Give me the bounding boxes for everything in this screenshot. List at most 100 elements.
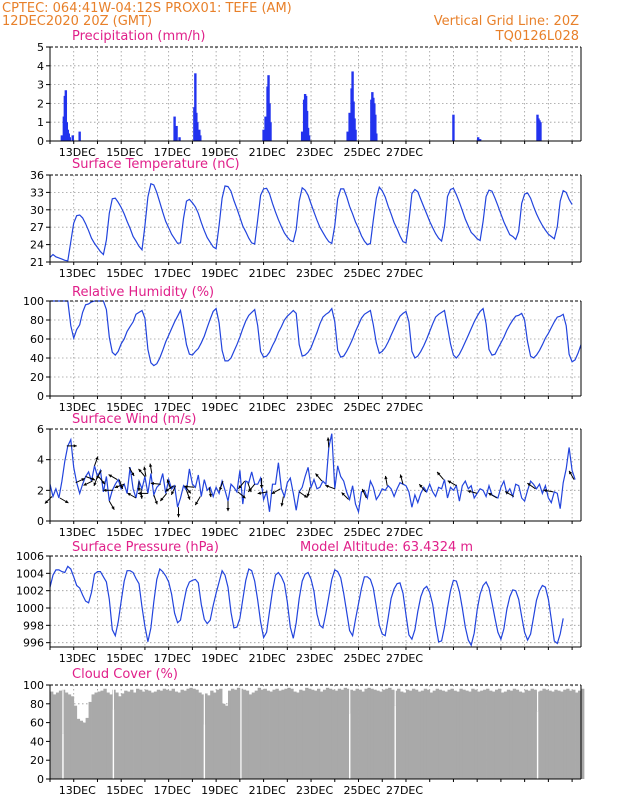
cloud-bar	[408, 690, 413, 779]
cloud-bar	[290, 688, 294, 779]
cloud-clear	[394, 685, 396, 706]
header-grid-info: Vertical Grid Line: 20Z	[434, 14, 579, 29]
cloud-bar	[118, 696, 122, 779]
x-tick-label: 13DEC	[59, 146, 96, 159]
panel-title: Surface Wind (m/s)	[72, 412, 196, 427]
y-tick-label: 80	[30, 314, 44, 327]
cloud-bar	[400, 691, 404, 779]
y-tick-label: 5	[37, 41, 44, 54]
panel-title: Surface Temperature (nC)	[72, 157, 240, 172]
panel-title: Cloud Cover (%)	[72, 667, 178, 682]
panel-5: Cloud Cover (%) 0 20 40 60 80 100 13DEC 15DEC 17D…	[23, 667, 585, 797]
cloud-bar	[539, 690, 543, 779]
x-tick-label: 27DEC	[386, 652, 423, 665]
wind-arrow-head	[238, 485, 242, 489]
cloud-bar	[474, 689, 478, 779]
cloud-bar	[73, 705, 78, 779]
wind-arrow-head	[96, 475, 100, 480]
panel-0: Precipitation (mm/h) 0 1 2 3 4 5 13DEC 15DEC 17DE…	[37, 29, 582, 159]
x-tick-label: 25DEC	[344, 784, 381, 797]
cloud-bar	[420, 690, 425, 779]
cloud-gap	[536, 711, 539, 779]
cloud-bar	[171, 688, 175, 779]
precip-bar	[539, 122, 542, 141]
cloud-bar	[500, 692, 505, 779]
cloud-bar	[426, 689, 431, 779]
panel-title: Relative Humidity (%)	[72, 285, 214, 300]
cloud-bar	[180, 689, 184, 779]
cloud-bar	[311, 689, 315, 779]
x-tick-label: 17DEC	[154, 526, 191, 539]
cloud-gap	[394, 705, 396, 779]
y-tick-label: 2	[37, 484, 44, 497]
y-tick-label: 3	[37, 79, 44, 92]
cloud-bar	[299, 689, 303, 779]
x-tick-label: 23DEC	[296, 526, 333, 539]
cloud-bar	[177, 692, 181, 779]
cloud-bar	[124, 690, 128, 779]
x-tick-label: 19DEC	[201, 784, 238, 797]
y-tick-label: 0	[37, 515, 44, 528]
cloud-bar	[337, 688, 342, 779]
cloud-bar	[447, 689, 451, 779]
wind-arrow-head	[111, 506, 115, 510]
wind-arrow-head	[325, 484, 329, 488]
cloud-bar	[548, 690, 552, 779]
x-tick-label: 21DEC	[249, 784, 286, 797]
series-line	[49, 182, 573, 262]
cloud-bar	[227, 690, 232, 779]
y-tick-label: 0	[37, 390, 44, 403]
cloud-bar	[503, 691, 508, 779]
wind-arrow-head	[91, 477, 95, 481]
wind-arrow-head	[362, 488, 365, 493]
cloud-bar	[233, 689, 238, 779]
precip-bar	[60, 135, 64, 141]
cloud-clear	[536, 685, 539, 712]
x-tick-label: 21DEC	[249, 526, 286, 539]
cloud-bar	[91, 694, 95, 779]
precip-bar	[71, 135, 74, 141]
y-tick-label: 1000	[16, 602, 44, 615]
cloud-bar	[397, 688, 401, 779]
cloud-bar	[391, 689, 395, 779]
cloud-bar	[379, 691, 383, 779]
precip-bar	[307, 135, 311, 141]
wind-arrow-head	[271, 490, 276, 494]
cloud-bar	[506, 689, 511, 779]
cloud-clear	[240, 685, 242, 779]
x-tick-label: 23DEC	[296, 401, 333, 414]
cloud-bar	[361, 691, 365, 779]
cloud-clear	[203, 685, 205, 725]
cloud-bar	[545, 689, 549, 779]
x-tick-label: 13DEC	[59, 652, 96, 665]
cloud-bar	[97, 691, 101, 779]
precip-bar	[67, 133, 70, 141]
cloud-bar	[186, 688, 190, 779]
cloud-bar	[489, 690, 493, 779]
wind-arrow-head	[280, 503, 284, 507]
wind-arrow-head	[187, 490, 191, 494]
y-tick-label: 4	[37, 60, 44, 73]
wind-arrow-head	[127, 493, 131, 496]
y-tick-label: 2	[37, 97, 44, 110]
y-tick-label: 0	[37, 773, 44, 786]
y-tick-label: 100	[23, 295, 44, 308]
cloud-bar	[486, 688, 490, 779]
wind-arrow-head	[226, 508, 230, 512]
x-tick-label: 25DEC	[344, 267, 381, 280]
cloud-bar	[370, 688, 374, 779]
x-tick-label: 15DEC	[106, 267, 143, 280]
precip-bar	[354, 129, 357, 141]
cloud-bar	[58, 690, 63, 779]
cloud-bar	[376, 690, 380, 779]
cloud-bar	[213, 692, 217, 779]
cloud-bar	[527, 690, 531, 779]
cloud-bar	[189, 687, 193, 779]
cloud-bar	[462, 689, 466, 779]
cloud-bar	[497, 688, 502, 779]
wind-arrow-head	[108, 474, 113, 478]
wind-arrow-head	[114, 485, 119, 489]
wind-arrow-head	[101, 480, 105, 485]
cloud-clear	[112, 685, 114, 710]
cloud-gap	[349, 713, 351, 779]
